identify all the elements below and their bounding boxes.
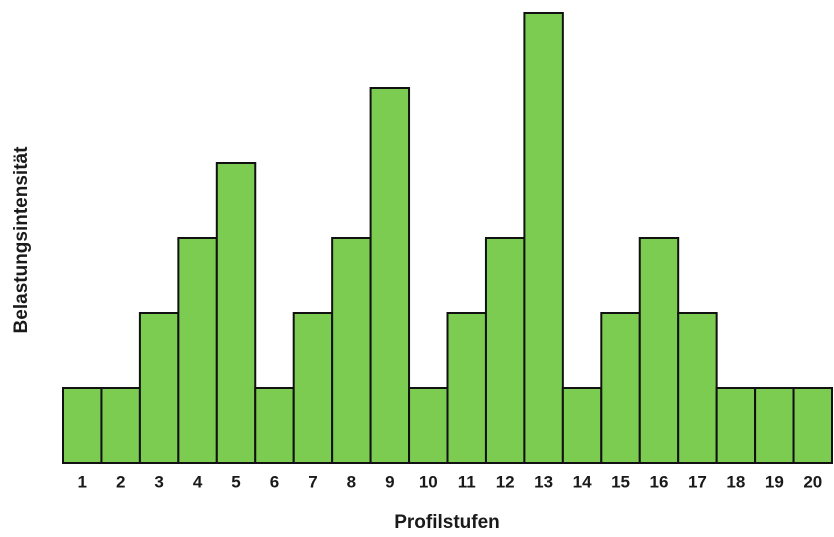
bar xyxy=(62,387,103,464)
x-tick-label: 2 xyxy=(116,472,125,491)
x-axis-label: Profilstufen xyxy=(394,512,500,533)
x-tick-label: 14 xyxy=(573,472,592,491)
bar xyxy=(715,387,757,464)
x-tick-label: 3 xyxy=(154,472,163,491)
bar xyxy=(484,237,526,464)
x-tick-label: 11 xyxy=(458,472,476,491)
x-tick-label: 15 xyxy=(611,472,630,491)
bar xyxy=(677,312,718,464)
bar xyxy=(369,87,411,464)
x-tick-label: 9 xyxy=(385,472,394,491)
bar xyxy=(254,387,295,464)
x-tick-label: 7 xyxy=(308,472,317,491)
x-tick-label: 10 xyxy=(419,472,438,491)
x-tick-label: 17 xyxy=(688,472,707,491)
x-tick-label: 12 xyxy=(496,472,515,491)
x-tick-label: 18 xyxy=(726,472,745,491)
bar xyxy=(138,312,180,464)
bar xyxy=(523,12,564,464)
x-tick-label: 1 xyxy=(77,472,86,491)
bar xyxy=(792,387,833,464)
x-tick-label: 20 xyxy=(803,472,822,491)
bar xyxy=(215,162,257,464)
bar xyxy=(561,387,603,464)
x-tick-label: 6 xyxy=(270,472,279,491)
bar xyxy=(600,312,641,464)
bar xyxy=(331,237,372,464)
x-tick-label: 4 xyxy=(193,472,203,491)
y-axis-label: Belastungsintensität xyxy=(11,146,32,334)
x-tick-label: 16 xyxy=(650,472,669,491)
x-tick-label: 8 xyxy=(347,472,356,491)
bar xyxy=(446,312,487,464)
x-tick-label: 19 xyxy=(765,472,784,491)
bar xyxy=(292,312,334,464)
bar xyxy=(100,387,141,464)
bar xyxy=(177,237,218,464)
bar xyxy=(408,387,449,464)
bar xyxy=(754,387,795,464)
x-tick-label: 5 xyxy=(231,472,240,491)
bar xyxy=(638,237,680,464)
x-tick-label: 13 xyxy=(534,472,553,491)
